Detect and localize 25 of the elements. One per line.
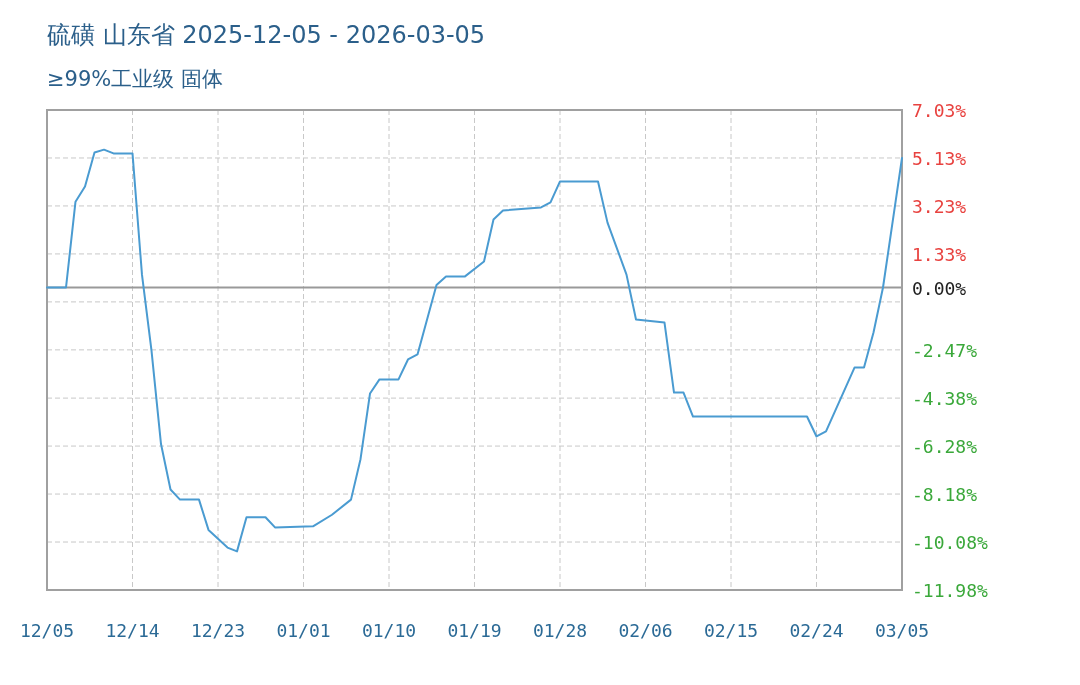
- y-tick-label: 3.23%: [912, 195, 967, 217]
- line-series: [46, 148, 903, 553]
- x-tick-label: 02/06: [618, 620, 673, 641]
- x-tick-label: 02/15: [703, 620, 759, 641]
- y-tick-label: -8.18%: [912, 484, 978, 506]
- y-tick-label: 0.00%: [912, 277, 967, 299]
- x-tick-label: 01/19: [447, 620, 502, 641]
- y-tick-label: -11.98%: [912, 580, 989, 601]
- chart-title: 硫磺 山东省 2025-12-05 - 2026-03-05: [47, 21, 486, 49]
- x-tick-label: 02/24: [789, 620, 844, 641]
- x-tick-label: 12/05: [19, 620, 75, 641]
- x-tick-label: 01/01: [276, 620, 331, 641]
- y-tick-label: -6.28%: [912, 436, 978, 458]
- y-tick-label: 7.03%: [912, 100, 967, 121]
- chart-subtitle: ≥99%工业级 固体: [47, 67, 223, 91]
- y-tick-label: -2.47%: [912, 339, 978, 361]
- y-tick-label: -10.08%: [912, 532, 989, 554]
- x-tick-label: 01/28: [532, 620, 588, 641]
- x-tick-label: 01/10: [361, 620, 417, 641]
- y-tick-label: 5.13%: [912, 147, 967, 169]
- x-tick-label: 12/23: [190, 620, 246, 641]
- x-tick-label: 03/05: [874, 620, 930, 641]
- y-tick-label: 1.33%: [912, 243, 967, 265]
- y-tick-label: -4.38%: [912, 388, 978, 410]
- x-tick-label: 12/14: [105, 620, 160, 641]
